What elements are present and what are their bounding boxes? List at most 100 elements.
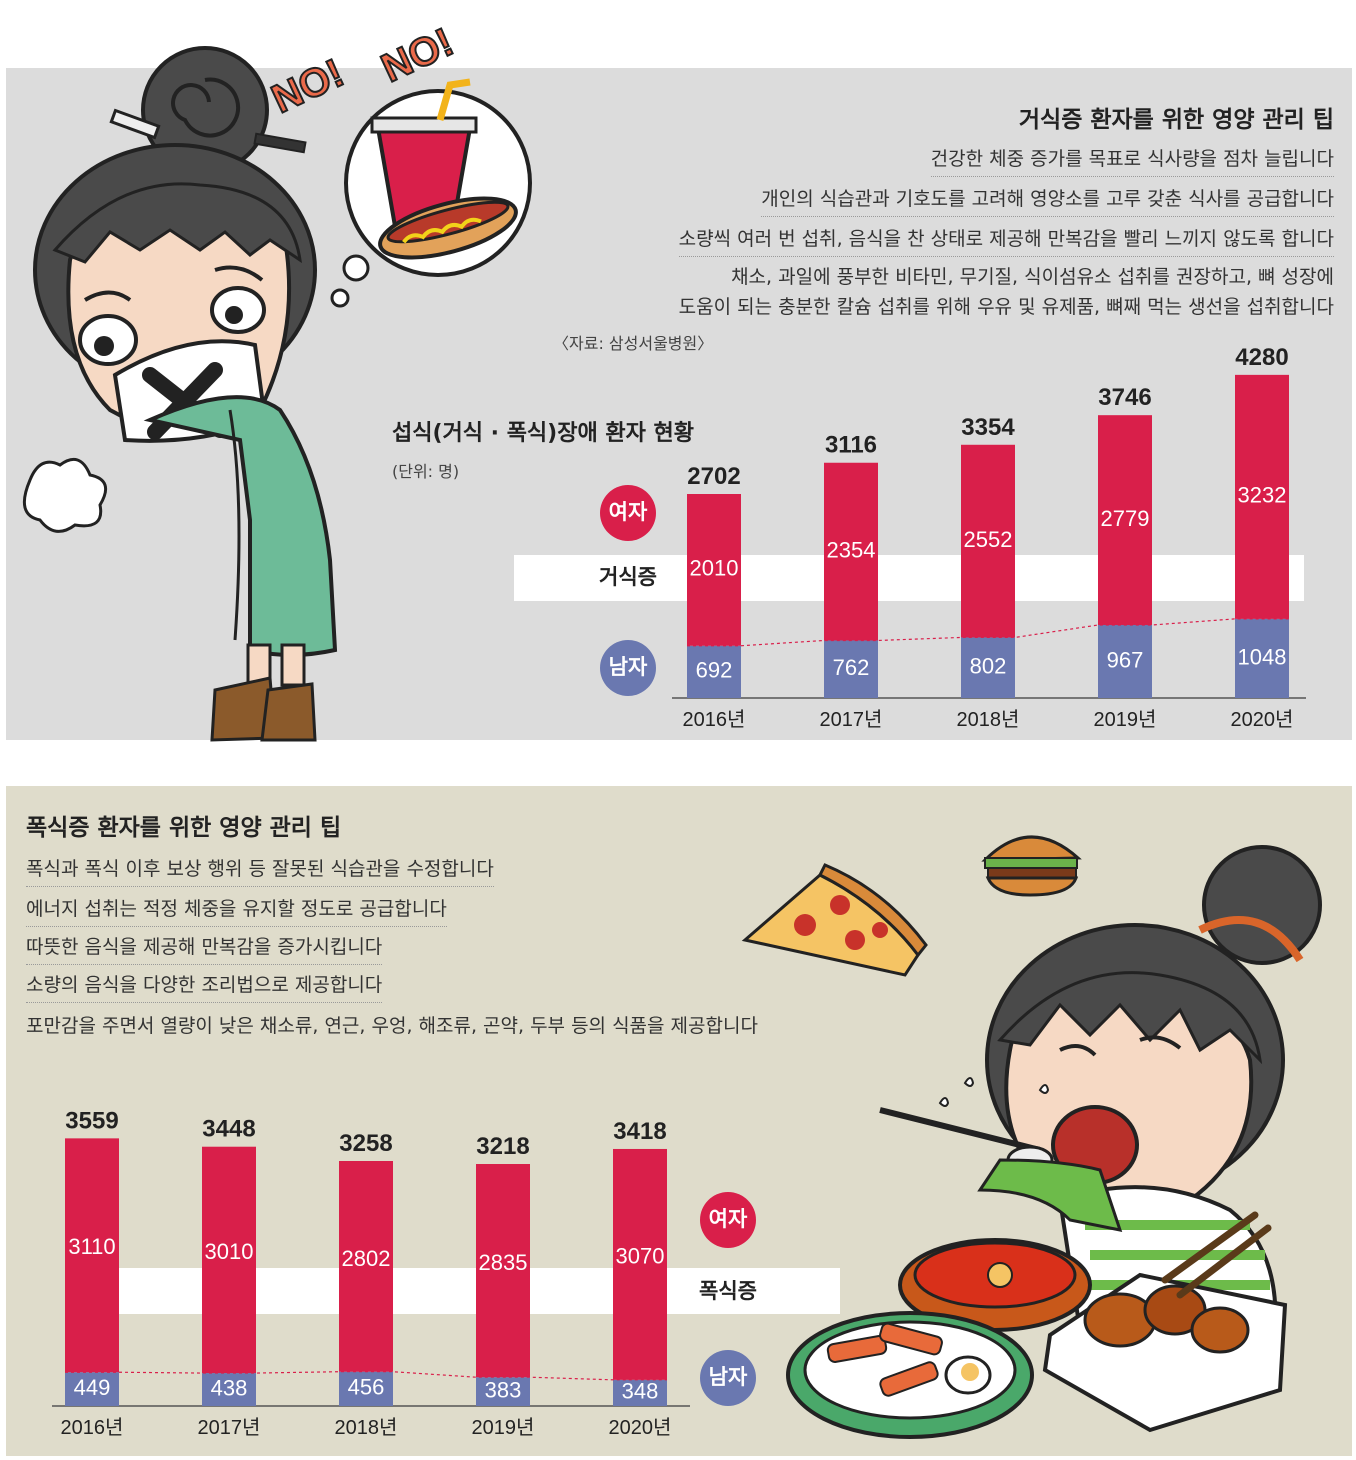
legend-male-label: 남자: [609, 655, 648, 679]
male-bar: [339, 1371, 393, 1406]
male-bar: [1235, 618, 1289, 698]
total-value-label: 3448: [202, 1116, 255, 1143]
total-value-label: 3746: [1098, 384, 1151, 411]
legend-male-marker: [700, 1350, 756, 1406]
x-tick-label: 2017년: [198, 1416, 261, 1439]
anorexia-tip-3: 소량씩 여러 번 섭취, 음식을 찬 상태로 제공해 만복감을 빨리 느끼지 않…: [678, 222, 1334, 257]
legend-female-label: 여자: [709, 1207, 748, 1231]
male-value-label: 449: [74, 1375, 111, 1400]
male-value-label: 762: [833, 655, 870, 680]
female-value-label: 3232: [1238, 483, 1287, 508]
female-value-label: 3070: [616, 1243, 665, 1268]
female-bar: [1098, 415, 1152, 625]
female-bar: [476, 1164, 530, 1378]
chart-title: 섭식(거식 · 폭식)장애 환자 현황: [392, 421, 694, 446]
female-value-label: 2552: [964, 527, 1013, 552]
female-bar: [1235, 374, 1289, 619]
legend-female-marker: [700, 1192, 756, 1248]
no-speech-text: NO! NO!: [264, 19, 461, 123]
x-tick-label: 2018년: [957, 708, 1020, 731]
bulimia-tip-1: 폭식과 폭식 이후 보상 행위 등 잘못된 식습관을 수정합니다: [26, 852, 494, 887]
junk-food-thought-bubble: [330, 78, 532, 308]
source-note: 〈자료: 삼성서울병원〉: [553, 334, 714, 353]
bulimia-tip-5: 포만감을 주면서 열량이 낮은 채소류, 연근, 우엉, 해조류, 곤약, 두부…: [26, 1015, 758, 1037]
male-value-label: 802: [970, 654, 1007, 679]
male-trend-line: [65, 1371, 667, 1381]
male-bar: [476, 1377, 530, 1406]
total-value-label: 3354: [961, 414, 1015, 441]
total-value-label: 3418: [613, 1118, 666, 1145]
male-value-label: 383: [485, 1377, 522, 1402]
total-value-label: 3559: [65, 1107, 118, 1134]
x-tick-label: 2017년: [820, 708, 883, 731]
female-value-label: 2835: [479, 1250, 528, 1275]
x-tick-label: 2019년: [472, 1416, 535, 1439]
male-value-label: 1048: [1238, 644, 1287, 669]
x-tick-label: 2020년: [1231, 708, 1294, 731]
female-bar: [202, 1146, 256, 1374]
female-bar: [613, 1148, 667, 1380]
no-text-2: NO!: [375, 20, 460, 91]
anorexic-girl-illustration: [22, 46, 338, 742]
male-bar: [65, 1372, 119, 1406]
anorexia-tips-title: 거식증 환자를 위한 영양 관리 팁: [1018, 107, 1334, 133]
anorexia-tip-4b: 도움이 되는 충분한 칼슘 섭취를 위해 우유 및 유제품, 뼈째 먹는 생선을…: [678, 296, 1334, 318]
chart-band: [514, 555, 1304, 601]
x-tick-label: 2018년: [335, 1416, 398, 1439]
male-value-label: 967: [1107, 647, 1144, 672]
total-value-label: 3218: [476, 1133, 529, 1160]
female-bar: [687, 493, 741, 646]
anorexia-tip-1: 건강한 체중 증가를 목표로 식사량을 점차 늘립니다: [930, 142, 1334, 177]
band-label: 폭식증: [699, 1279, 757, 1303]
male-value-label: 438: [211, 1375, 248, 1400]
bulimia-chart: 449 3110 3559 2016년 438 3010 3448 2017년 456 2802 3…: [52, 1107, 756, 1439]
no-text-1: NO!: [265, 51, 350, 122]
male-bar: [824, 640, 878, 698]
anorexia-chart-band: 거식증: [514, 555, 1304, 601]
bulimia-tip-3: 따뜻한 음식을 제공해 만복감을 증가시킵니다: [26, 930, 383, 965]
total-value-label: 4280: [1235, 344, 1288, 371]
female-value-label: 2010: [690, 556, 739, 581]
male-value-label: 456: [348, 1375, 385, 1400]
male-trend-line: [687, 618, 1289, 647]
x-tick-label: 2020년: [609, 1416, 672, 1439]
female-value-label: 2779: [1101, 506, 1150, 531]
male-bar: [1098, 624, 1152, 698]
female-bar: [824, 462, 878, 641]
female-value-label: 3010: [205, 1239, 254, 1264]
legend-female-label: 여자: [609, 500, 648, 524]
bulimia-tip-2: 에너지 섭취는 적정 체중을 유지할 정도로 공급합니다: [26, 892, 447, 927]
x-tick-label: 2016년: [61, 1416, 124, 1439]
anorexia-chart: 692 2010 2702 2016년 762 2354 3116 2017년 802 2552 3…: [600, 344, 1306, 731]
total-value-label: 3116: [825, 432, 877, 459]
chart-band: [66, 1268, 840, 1314]
female-bar: [339, 1160, 393, 1372]
male-value-label: 348: [622, 1379, 659, 1404]
anorexia-tip-2: 개인의 식습관과 기호도를 고려해 영양소를 고루 갖춘 식사를 공급합니다: [761, 182, 1334, 217]
bulimia-tips-title: 폭식증 환자를 위한 영양 관리 팁: [26, 815, 342, 841]
binge-eating-girl-illustration: [741, 835, 1322, 1439]
female-value-label: 2802: [342, 1246, 391, 1271]
total-value-label: 2702: [687, 463, 740, 490]
male-bar: [687, 645, 741, 698]
chart-unit: (단위: 명): [392, 462, 460, 481]
female-bar: [65, 1138, 119, 1373]
total-value-label: 3258: [339, 1130, 392, 1157]
x-tick-label: 2019년: [1094, 708, 1157, 731]
female-bar: [961, 444, 1015, 638]
x-tick-label: 2016년: [683, 708, 746, 731]
male-bar: [202, 1373, 256, 1406]
bulimia-chart-band: 폭식증: [66, 1268, 840, 1314]
female-value-label: 3110: [68, 1234, 115, 1259]
anorexia-tip-4a: 채소, 과일에 풍부한 비타민, 무기질, 식이섬유소 섭취를 권장하고, 뼈 …: [731, 266, 1334, 288]
bulimia-tip-4: 소량의 음식을 다양한 조리법으로 제공합니다: [26, 968, 383, 1003]
band-label: 거식증: [599, 565, 657, 589]
legend-male-label: 남자: [709, 1365, 748, 1389]
legend-male-marker: [600, 640, 656, 696]
legend-female-marker: [600, 485, 656, 541]
male-value-label: 692: [696, 658, 733, 683]
male-bar: [613, 1379, 667, 1406]
male-bar: [961, 637, 1015, 698]
female-value-label: 2354: [827, 537, 876, 562]
